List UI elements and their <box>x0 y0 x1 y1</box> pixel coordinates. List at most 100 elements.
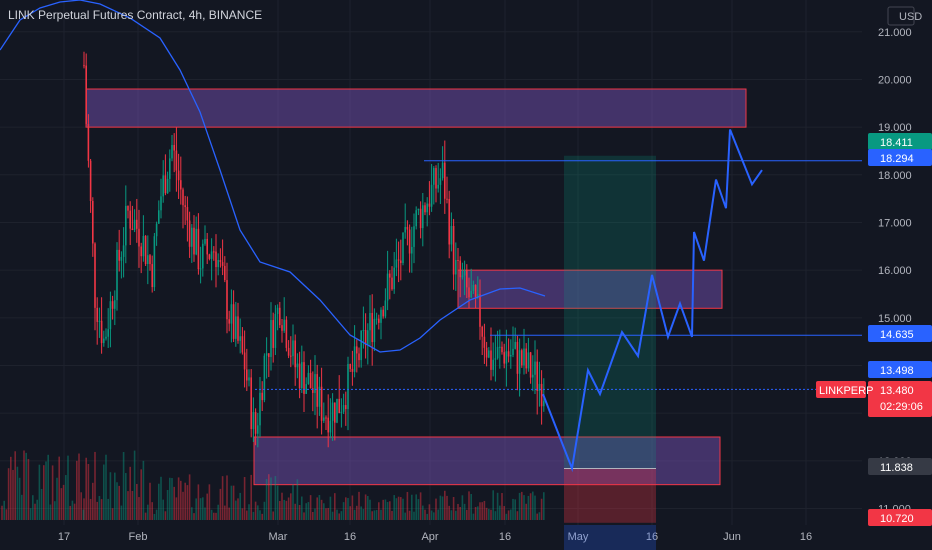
candle-body <box>426 203 428 213</box>
candle-body <box>356 346 358 354</box>
volume-bar <box>243 477 246 520</box>
volume-bar <box>210 509 213 520</box>
candle-body <box>279 307 281 326</box>
volume-bar <box>116 482 118 520</box>
volume-bar <box>272 511 274 520</box>
supply-demand-zone[interactable] <box>253 436 721 486</box>
volume-bar <box>496 492 499 520</box>
symbol-tag[interactable] <box>816 381 866 398</box>
candle-body <box>327 417 329 433</box>
candle-body <box>153 236 156 288</box>
time-axis[interactable] <box>0 525 932 550</box>
volume-bar <box>60 488 63 520</box>
price-tag-value: 10.720 <box>880 513 914 525</box>
candle-body <box>204 238 206 244</box>
volume-bar <box>281 492 283 520</box>
volume-bar <box>457 503 459 520</box>
candle-body <box>281 325 283 331</box>
volume-bar <box>362 508 365 520</box>
candle-body <box>215 251 217 268</box>
volume-bar <box>380 509 382 520</box>
volume-bar <box>356 505 358 520</box>
volume-bar <box>65 475 67 520</box>
candle-body <box>301 362 303 389</box>
candle-body <box>191 227 193 247</box>
volume-bar <box>406 491 409 520</box>
volume-bar <box>215 512 217 520</box>
candle-body <box>197 228 200 270</box>
candle-body <box>318 386 321 407</box>
volume-bar <box>92 482 94 520</box>
volume-bar <box>259 510 261 520</box>
candle-body <box>219 259 222 263</box>
volume-bar <box>540 498 543 520</box>
volume-bar <box>71 500 74 520</box>
volume-bar <box>127 491 129 520</box>
volume-bar <box>230 485 233 520</box>
volume-bar <box>261 513 263 520</box>
volume-bar <box>36 499 38 520</box>
candle-body <box>430 184 433 207</box>
volume-bar <box>325 508 327 520</box>
projection-path[interactable] <box>542 129 763 473</box>
volume-bar <box>490 509 492 520</box>
volume-bar <box>208 484 211 520</box>
time-range-highlight <box>564 525 656 550</box>
candle-body <box>501 346 503 353</box>
candle-body <box>397 259 400 261</box>
volume-bar <box>494 511 497 520</box>
candle-body <box>494 358 497 360</box>
price-tag[interactable] <box>868 381 932 417</box>
volume-bar <box>186 485 189 520</box>
candle-body <box>177 170 180 181</box>
price-tag[interactable] <box>868 325 932 342</box>
volume-bar <box>120 505 123 520</box>
candle-body <box>138 228 140 247</box>
price-tag[interactable] <box>868 458 932 475</box>
volume-bar <box>466 509 468 520</box>
supply-demand-zone[interactable] <box>85 88 747 128</box>
volume-bar <box>415 494 417 520</box>
volume-bar <box>505 513 508 520</box>
price-tag[interactable] <box>868 149 932 166</box>
currency-box[interactable] <box>887 6 915 26</box>
volume-bar <box>307 502 310 520</box>
candle-body <box>483 336 486 348</box>
volume-bar <box>483 500 486 520</box>
volume-bar <box>402 498 404 520</box>
volume-bar <box>265 479 268 520</box>
candle-body <box>382 309 384 317</box>
price-tag[interactable] <box>868 361 932 378</box>
volume-bar <box>338 513 340 520</box>
volume-bar <box>276 485 279 520</box>
candle-body <box>243 352 246 370</box>
position-loss-area[interactable] <box>564 468 656 523</box>
candle-body <box>534 361 536 375</box>
volume-bar <box>397 496 400 520</box>
volume-bar <box>444 490 446 520</box>
volume-bar <box>257 505 259 520</box>
position-profit-area[interactable] <box>564 155 656 469</box>
volume-bar <box>521 491 523 520</box>
volume-bar <box>516 511 519 520</box>
volume-bar <box>492 490 494 520</box>
price-tag[interactable] <box>868 509 932 526</box>
volume-bar <box>83 498 85 520</box>
candle-body <box>523 348 525 366</box>
candle-body <box>386 273 389 301</box>
y-tick-label: 19.000 <box>878 122 912 134</box>
volume-bar <box>67 455 69 520</box>
volume-bar <box>499 505 501 520</box>
volume-bar <box>450 510 453 520</box>
candle-body <box>400 260 402 264</box>
candle-body <box>263 355 266 401</box>
price-tag-value: 18.294 <box>880 153 914 165</box>
volume-bar <box>501 493 503 520</box>
volume-bar <box>323 503 325 520</box>
candle-body <box>100 320 103 344</box>
price-tag[interactable] <box>868 133 932 150</box>
x-tick-label: 16 <box>499 531 511 543</box>
chart-title: LINK Perpetual Futures Contract, 4h, BIN… <box>8 8 263 22</box>
